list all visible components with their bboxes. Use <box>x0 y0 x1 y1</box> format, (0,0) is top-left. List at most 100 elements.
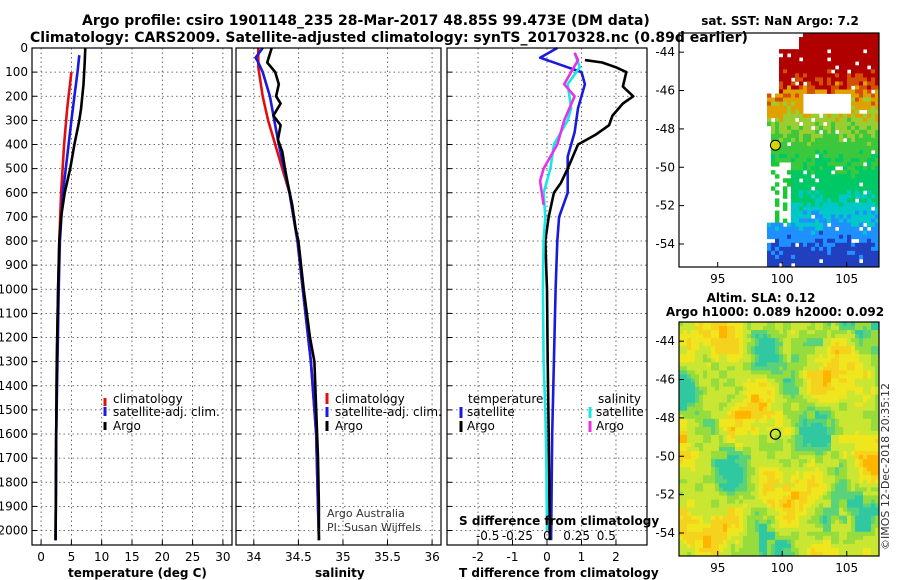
map-cell <box>875 378 880 383</box>
map-cell <box>847 378 852 383</box>
map-cell <box>835 141 840 147</box>
map-cell <box>851 406 856 412</box>
map-cell <box>695 430 700 436</box>
map-cell <box>775 350 780 355</box>
map-cell <box>843 113 848 119</box>
map-cell <box>787 439 792 444</box>
map-cell <box>783 519 788 525</box>
map-cell <box>699 322 704 327</box>
map-cell <box>867 418 872 424</box>
map-cell <box>843 535 848 541</box>
map-cell <box>711 434 716 440</box>
map-cell <box>823 426 828 432</box>
map-cell <box>687 451 692 456</box>
map-cell <box>707 467 712 472</box>
map-cell <box>743 543 748 549</box>
map-cell <box>831 258 836 264</box>
map-cell <box>795 507 800 513</box>
map-cell <box>855 158 860 163</box>
map-cell <box>695 467 700 472</box>
map-cell <box>859 105 864 111</box>
map-cell <box>731 402 736 408</box>
map-cell <box>859 137 864 143</box>
map-cell <box>843 519 848 525</box>
map-cell <box>747 531 752 537</box>
map-cell <box>875 129 880 135</box>
map-cell <box>819 254 824 260</box>
map-cell <box>823 402 828 408</box>
map-cell <box>727 402 732 408</box>
map-cell <box>871 33 876 38</box>
map-cell <box>855 422 860 428</box>
map-cell <box>691 507 696 513</box>
map-cell <box>783 503 788 508</box>
map-cell <box>811 443 816 448</box>
map-cell <box>739 374 744 379</box>
map-cell <box>711 527 716 533</box>
map-cell <box>823 398 828 404</box>
x-tick-label: 35.5 <box>374 550 401 564</box>
map-cell <box>803 33 808 38</box>
map-cell <box>807 113 812 119</box>
map-cell <box>727 362 732 367</box>
map-cell <box>695 370 700 375</box>
map-cell <box>783 547 788 553</box>
map-cell <box>863 93 868 98</box>
map-cell <box>767 511 772 517</box>
map-cell <box>859 515 864 521</box>
map-cell <box>807 402 812 408</box>
map-cell <box>867 133 872 139</box>
map-cell <box>835 145 840 151</box>
map-cell <box>755 362 760 367</box>
map-cell <box>707 507 712 513</box>
map-cell <box>711 322 716 327</box>
map-cell <box>779 535 784 541</box>
map-cell <box>799 137 804 143</box>
map-cell <box>795 326 800 331</box>
map-cell <box>859 133 864 139</box>
map-cell <box>679 426 684 432</box>
map-cell <box>823 57 828 62</box>
map-cell <box>863 69 868 74</box>
map-cell <box>763 414 768 420</box>
map-cell <box>827 113 832 119</box>
map-cell <box>783 382 788 387</box>
map-cell <box>731 535 736 541</box>
map-cell <box>747 479 752 484</box>
map-cell <box>807 418 812 424</box>
map-cell <box>715 467 720 472</box>
map-cell <box>827 150 832 155</box>
map-cell <box>823 366 828 371</box>
map-cell <box>771 105 776 111</box>
map-cell <box>835 342 840 347</box>
map-cell <box>771 246 776 252</box>
map-cell <box>687 547 692 553</box>
map-cell <box>875 451 880 456</box>
map-cell <box>755 519 760 525</box>
map-cell <box>687 447 692 452</box>
map-cell <box>823 250 828 256</box>
map-cell <box>855 551 860 557</box>
map-cell <box>851 125 856 131</box>
map-cell <box>803 182 808 187</box>
map-cell <box>711 547 716 553</box>
map-cell <box>835 487 840 492</box>
map-cell <box>711 426 716 432</box>
map-cell <box>751 531 756 537</box>
x-tick-label: 35 <box>335 550 350 564</box>
map-cell <box>719 503 724 508</box>
map-cell <box>695 519 700 525</box>
map-cell <box>679 543 684 549</box>
map-cell <box>851 346 856 351</box>
map-cell <box>811 41 816 46</box>
map-cell <box>867 447 872 452</box>
map-cell <box>771 527 776 533</box>
map-cell <box>747 547 752 553</box>
map-cell <box>691 519 696 525</box>
map-cell <box>831 65 836 70</box>
map-cell <box>719 527 724 533</box>
map-cell <box>859 434 864 440</box>
map-cell <box>823 234 828 240</box>
map-cell <box>703 443 708 448</box>
map-cell <box>763 410 768 416</box>
